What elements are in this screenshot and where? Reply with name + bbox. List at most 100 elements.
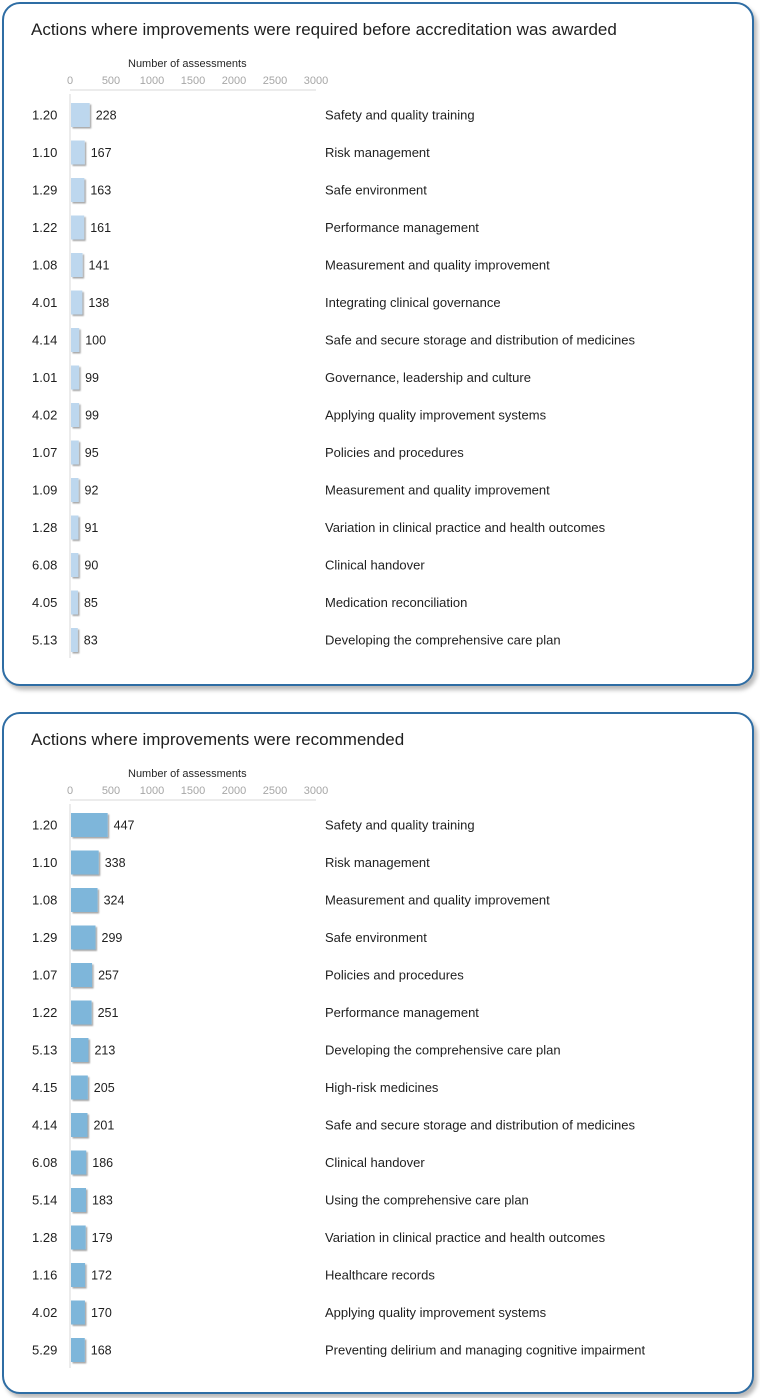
chart-title: Actions where improvements were required… [31,20,617,39]
action-description: Healthcare records [325,1268,435,1283]
data-label: 100 [85,334,106,348]
action-description: Preventing delirium and managing cogniti… [325,1343,646,1358]
category-label: 1.29 [32,183,57,198]
action-description: Safety and quality training [325,818,475,833]
bar [71,1075,88,1100]
action-description: Applying quality improvement systems [325,408,547,423]
category-label: 5.14 [32,1193,57,1208]
data-label: 161 [90,221,111,235]
action-description: High-risk medicines [325,1080,439,1095]
bar [71,628,78,652]
x-tick-label: 3000 [304,785,328,797]
category-label: 1.10 [32,145,57,160]
data-label: 299 [102,931,123,945]
category-label: 5.29 [32,1343,57,1358]
x-tick-label: 2500 [263,785,287,797]
bar [71,515,79,540]
bar [71,328,80,352]
data-label: 138 [88,296,109,310]
action-description: Risk management [325,145,430,160]
bar [71,103,90,127]
category-label: 4.05 [32,595,57,610]
data-label: 83 [84,634,98,648]
required-improvements-panel: Actions where improvements were required… [2,2,754,686]
action-description: Measurement and quality improvement [325,483,550,498]
x-tick-label: 1500 [181,75,205,87]
category-label: 1.28 [32,520,57,535]
category-label: 1.28 [32,1230,57,1245]
bar [71,553,79,577]
bar [71,178,85,202]
data-label: 167 [91,146,112,160]
required-improvements-chart: Number of assessments 0 500 1000 1500 2000 250… [32,58,636,658]
data-label: 228 [96,109,117,123]
data-label: 168 [91,1344,112,1358]
category-label: 5.13 [32,633,57,648]
action-description: Medication reconciliation [325,595,467,610]
chart-title: Actions where improvements were recommen… [31,730,405,749]
x-tick-label: 1000 [140,785,164,797]
action-description: Policies and procedures [325,968,464,983]
bar [71,1300,85,1325]
action-description: Risk management [325,855,430,870]
bar [71,1000,92,1025]
category-label: 4.15 [32,1080,57,1095]
category-label: 1.07 [32,968,57,983]
bar [71,1113,88,1137]
data-label: 447 [114,819,135,833]
data-label: 251 [98,1006,119,1020]
action-description: Using the comprehensive care plan [325,1193,529,1208]
data-label: 186 [92,1156,113,1170]
category-label: 1.10 [32,855,57,870]
x-tick-label: 1500 [181,785,205,797]
data-label: 179 [92,1231,113,1245]
category-label: 4.01 [32,295,57,310]
bar [71,215,85,240]
data-label: 213 [94,1044,115,1058]
x-tick-label: 2000 [222,75,246,87]
data-label: 324 [104,894,125,908]
x-tick-label: 2000 [222,785,246,797]
category-label: 1.09 [32,483,57,498]
category-label: 1.16 [32,1268,57,1283]
bar [71,1150,87,1175]
action-description: Clinical handover [325,558,425,573]
category-label: 1.22 [32,1005,57,1020]
data-label: 90 [84,559,98,573]
data-label: 95 [85,446,99,460]
action-description: Integrating clinical governance [325,295,501,310]
bar [71,590,78,615]
category-label: 1.29 [32,930,57,945]
x-axis-title: Number of assessments [128,768,247,780]
category-label: 1.20 [32,108,57,123]
data-label: 338 [105,856,126,870]
x-tick-label: 0 [67,785,73,797]
action-description: Variation in clinical practice and healt… [325,1230,606,1245]
bar [71,1338,85,1362]
action-description: Safe environment [325,930,427,945]
action-description: Performance management [325,220,479,235]
action-description: Safe and secure storage and distribution… [325,333,636,348]
category-label: 4.02 [32,1305,57,1320]
category-label: 1.20 [32,818,57,833]
category-label: 1.22 [32,220,57,235]
action-description: Governance, leadership and culture [325,370,531,385]
category-label: 1.01 [32,370,57,385]
category-label: 6.08 [32,558,57,573]
bar [71,888,98,912]
x-tick-label: 3000 [304,75,328,87]
bar [71,440,79,465]
action-description: Variation in clinical practice and healt… [325,520,606,535]
data-label: 183 [92,1194,113,1208]
x-tick-label: 500 [102,75,120,87]
data-label: 85 [84,596,98,610]
bar [71,1188,87,1212]
action-description: Measurement and quality improvement [325,893,550,908]
bar [71,850,99,875]
action-description: Measurement and quality improvement [325,258,550,273]
category-label: 5.13 [32,1043,57,1058]
bar [71,963,93,987]
bar [71,140,85,165]
x-tick-label: 500 [102,785,120,797]
category-label: 1.08 [32,893,57,908]
